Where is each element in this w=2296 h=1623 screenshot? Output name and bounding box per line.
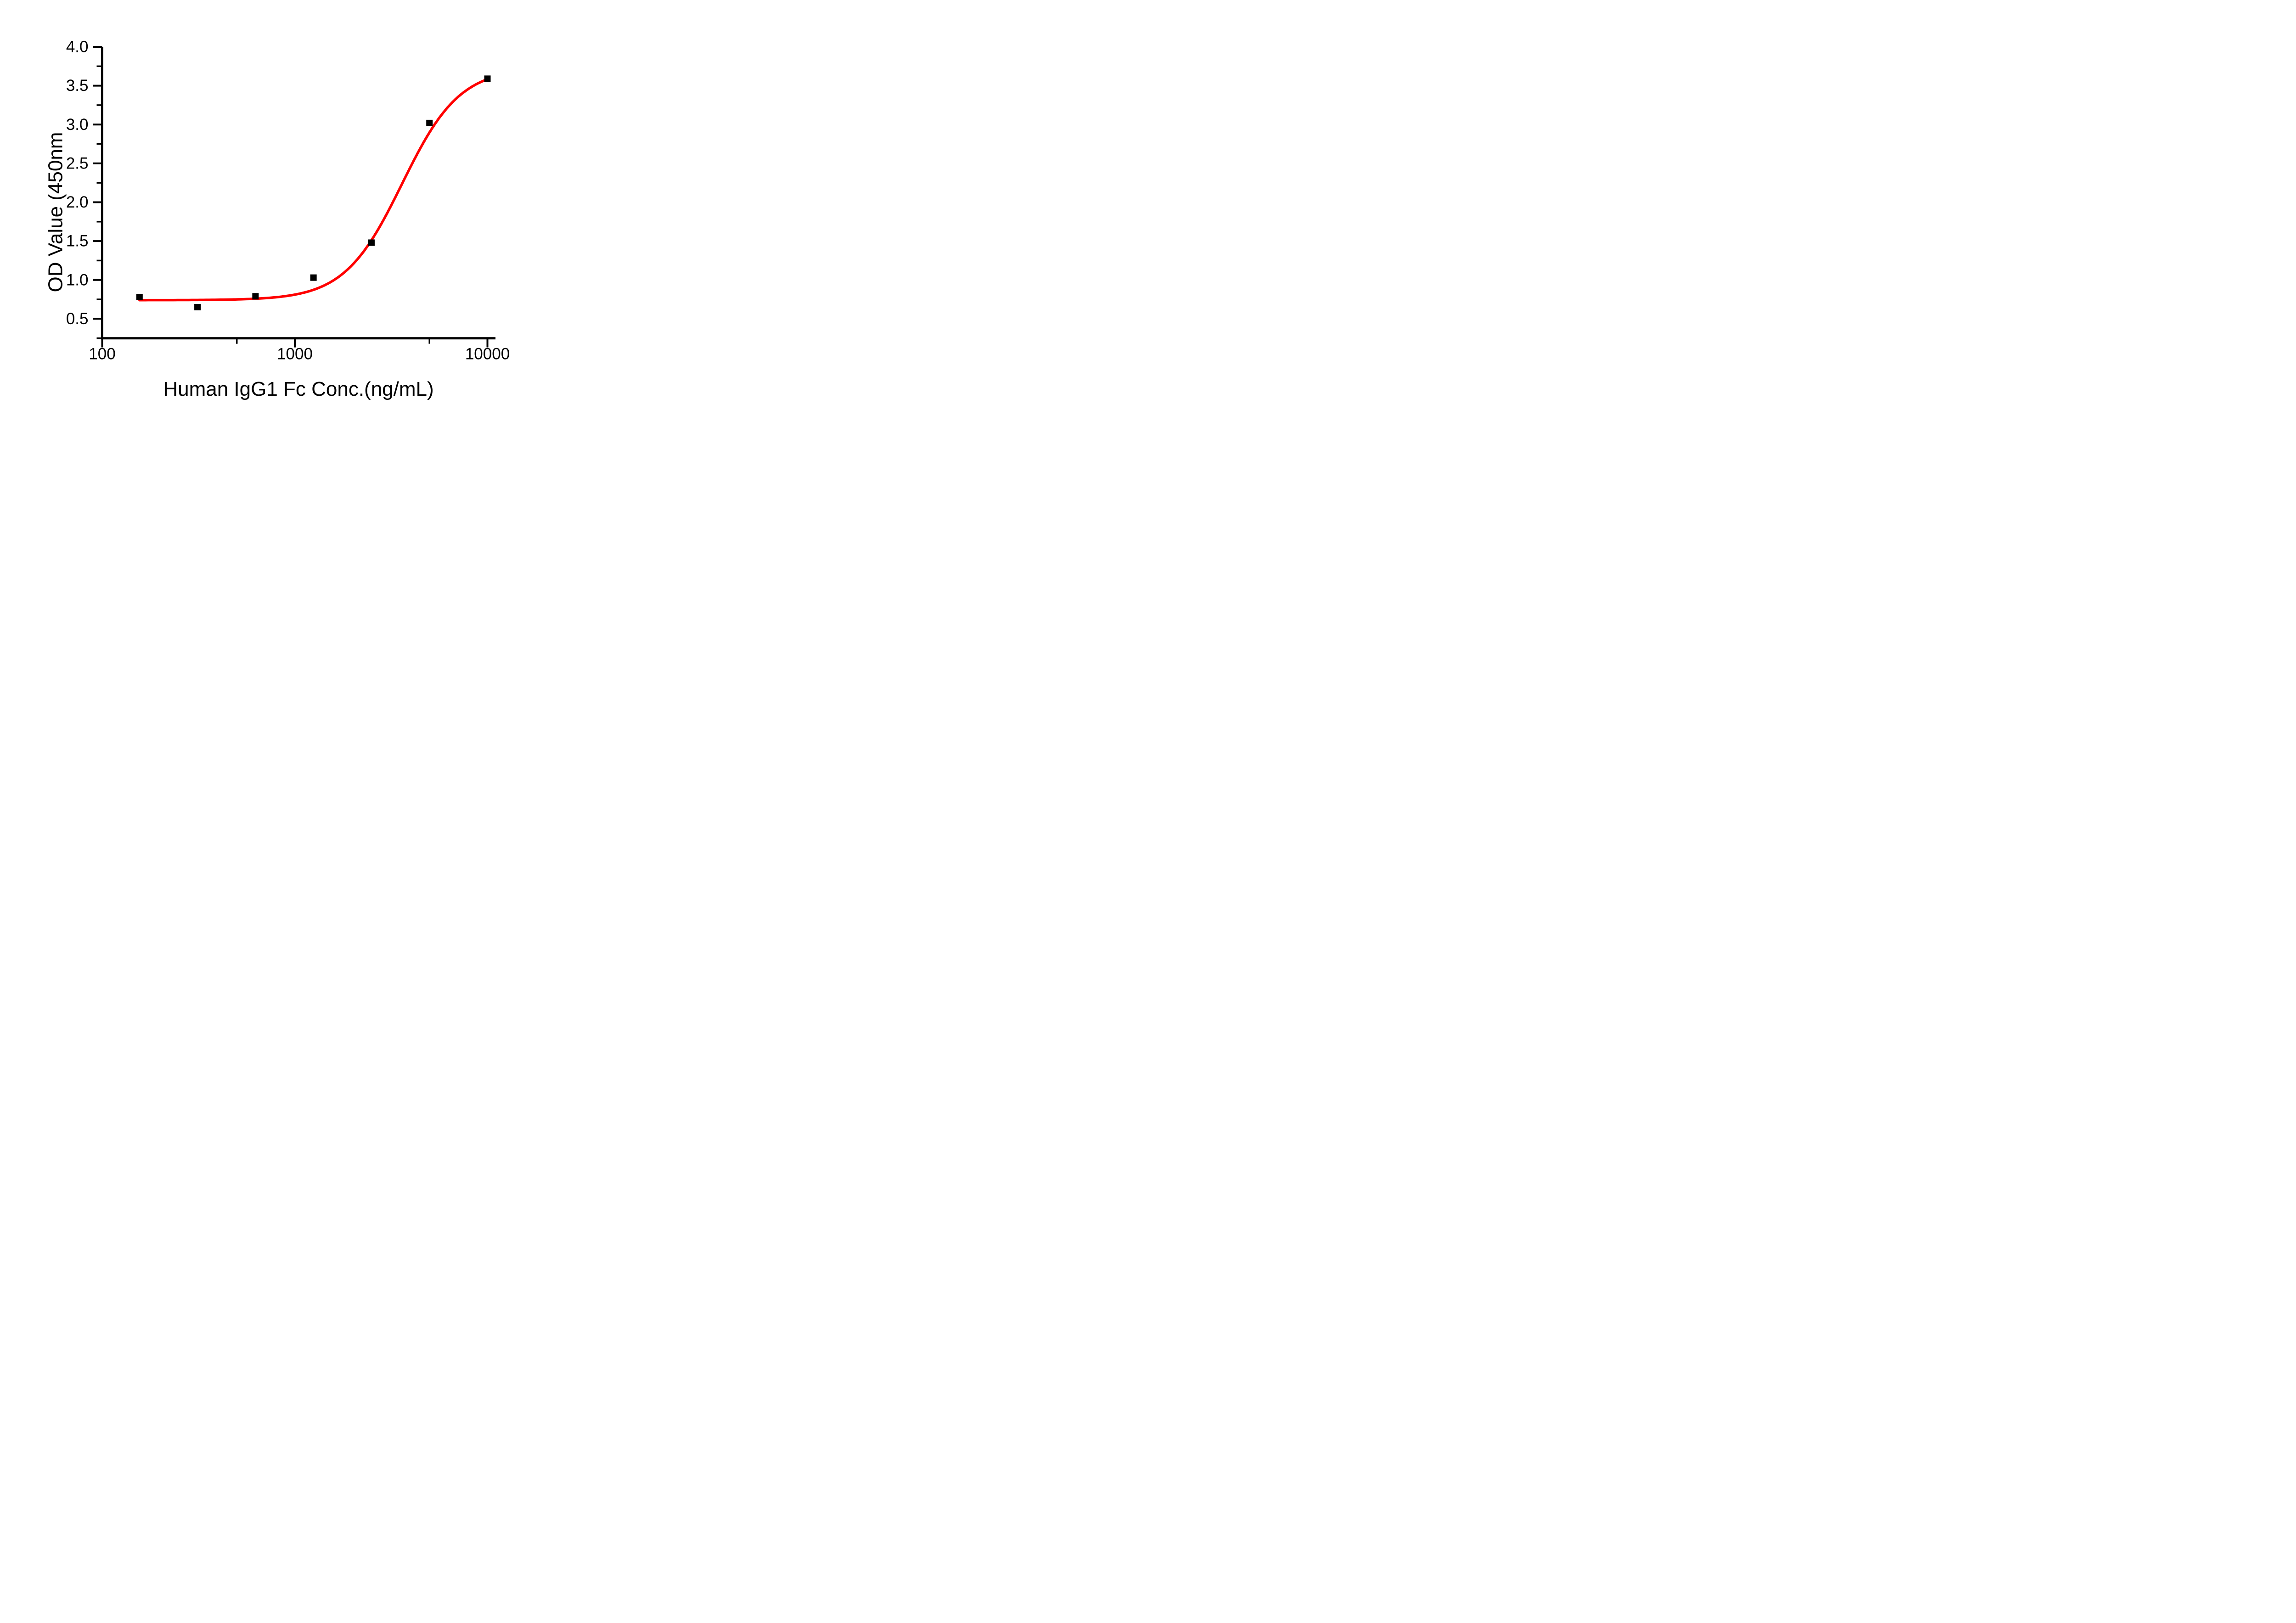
y-tick-label: 4.0 [66,38,89,56]
y-tick-label: 1.0 [66,271,89,289]
fit-curve-line [138,78,489,302]
data-point-marker [194,303,201,310]
y-axis-title: OD Value (450nm [45,132,67,292]
y-tick-label: 1.5 [66,232,89,250]
y-tick-label: 2.5 [66,154,89,172]
data-point-marker [484,75,491,82]
chart-canvas: 0.5 1.0 1.5 2.0 2.5 3.0 3.5 4.0 100 1000 10000 Hum… [45,38,510,401]
y-tick-label: 0.5 [66,310,89,328]
y-tick-label: 3.0 [66,116,89,134]
data-point-marker [136,293,143,300]
data-point-marker [368,239,375,246]
x-tick-label: 10000 [465,345,510,363]
plot-area: 0.5 1.0 1.5 2.0 2.5 3.0 3.5 4.0 100 1000 10000 [66,38,510,363]
data-point-marker [252,293,259,300]
data-point-marker [426,119,433,126]
y-tick-label: 3.5 [66,77,89,95]
elisa-binding-chart: 0.5 1.0 1.5 2.0 2.5 3.0 3.5 4.0 100 1000 10000 Hum… [0,0,574,406]
y-tick-label: 2.0 [66,193,89,211]
data-point-marker [310,274,317,281]
x-tick-label: 1000 [277,345,313,363]
x-axis-title: Human IgG1 Fc Conc.(ng/mL) [163,378,433,400]
x-tick-label: 100 [89,345,115,363]
